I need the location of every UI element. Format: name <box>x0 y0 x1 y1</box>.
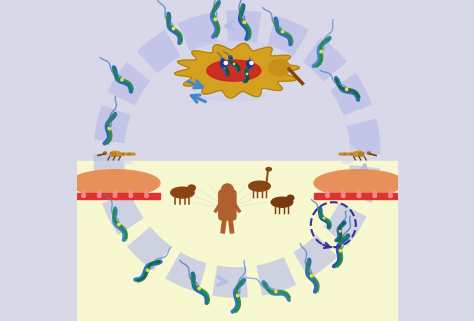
Circle shape <box>121 79 123 81</box>
Circle shape <box>224 67 225 68</box>
Circle shape <box>214 18 217 21</box>
Circle shape <box>320 50 322 53</box>
Ellipse shape <box>353 152 359 156</box>
Ellipse shape <box>314 170 404 196</box>
Polygon shape <box>115 144 132 153</box>
Ellipse shape <box>125 153 129 155</box>
Circle shape <box>357 190 361 194</box>
Bar <box>76 0 398 160</box>
Circle shape <box>113 190 117 194</box>
Circle shape <box>373 194 376 197</box>
Polygon shape <box>342 155 359 164</box>
Ellipse shape <box>110 152 116 156</box>
Circle shape <box>98 190 101 194</box>
Circle shape <box>82 194 85 197</box>
Ellipse shape <box>339 153 343 155</box>
Bar <box>76 160 398 321</box>
Circle shape <box>275 291 277 293</box>
Circle shape <box>82 190 85 194</box>
Ellipse shape <box>188 185 195 191</box>
Circle shape <box>341 190 345 194</box>
Circle shape <box>129 194 133 197</box>
Ellipse shape <box>196 41 265 50</box>
Ellipse shape <box>358 152 364 156</box>
Polygon shape <box>115 155 132 164</box>
Ellipse shape <box>121 153 126 155</box>
Circle shape <box>145 194 148 197</box>
Ellipse shape <box>345 153 349 155</box>
Ellipse shape <box>131 153 135 155</box>
Circle shape <box>146 269 149 271</box>
Circle shape <box>310 275 313 277</box>
Circle shape <box>198 287 201 290</box>
Circle shape <box>357 194 361 197</box>
Ellipse shape <box>115 152 121 156</box>
Circle shape <box>339 249 342 252</box>
Circle shape <box>243 21 246 23</box>
Ellipse shape <box>266 168 272 171</box>
Ellipse shape <box>287 195 294 201</box>
Circle shape <box>224 61 228 65</box>
Circle shape <box>326 190 329 194</box>
Ellipse shape <box>342 153 346 155</box>
Circle shape <box>341 194 345 197</box>
Ellipse shape <box>249 181 270 191</box>
Ellipse shape <box>271 197 293 207</box>
Circle shape <box>339 230 341 232</box>
Circle shape <box>234 64 235 65</box>
Ellipse shape <box>356 151 363 156</box>
Circle shape <box>282 30 283 33</box>
Ellipse shape <box>111 151 118 156</box>
FancyBboxPatch shape <box>219 190 236 220</box>
Circle shape <box>250 61 253 65</box>
Circle shape <box>373 190 376 194</box>
Circle shape <box>346 88 348 91</box>
Ellipse shape <box>207 60 261 81</box>
Ellipse shape <box>196 91 265 100</box>
Circle shape <box>113 194 117 197</box>
Ellipse shape <box>70 170 160 196</box>
Circle shape <box>221 60 228 67</box>
Circle shape <box>98 194 101 197</box>
Circle shape <box>323 217 325 219</box>
Circle shape <box>145 190 148 194</box>
Polygon shape <box>174 43 300 98</box>
Bar <box>314 193 404 199</box>
Circle shape <box>173 28 174 30</box>
Circle shape <box>389 190 392 194</box>
Ellipse shape <box>171 187 194 198</box>
Circle shape <box>237 294 239 297</box>
Circle shape <box>108 127 110 130</box>
Circle shape <box>129 190 133 194</box>
Ellipse shape <box>128 153 132 155</box>
Circle shape <box>246 60 253 67</box>
Circle shape <box>326 194 329 197</box>
Circle shape <box>389 194 392 197</box>
Bar <box>70 193 160 199</box>
Circle shape <box>221 184 233 195</box>
Ellipse shape <box>348 153 353 155</box>
Ellipse shape <box>352 153 356 155</box>
Ellipse shape <box>118 153 122 155</box>
Circle shape <box>118 223 120 226</box>
Ellipse shape <box>367 152 370 154</box>
Ellipse shape <box>104 152 107 154</box>
Ellipse shape <box>269 59 290 75</box>
Polygon shape <box>342 144 359 153</box>
